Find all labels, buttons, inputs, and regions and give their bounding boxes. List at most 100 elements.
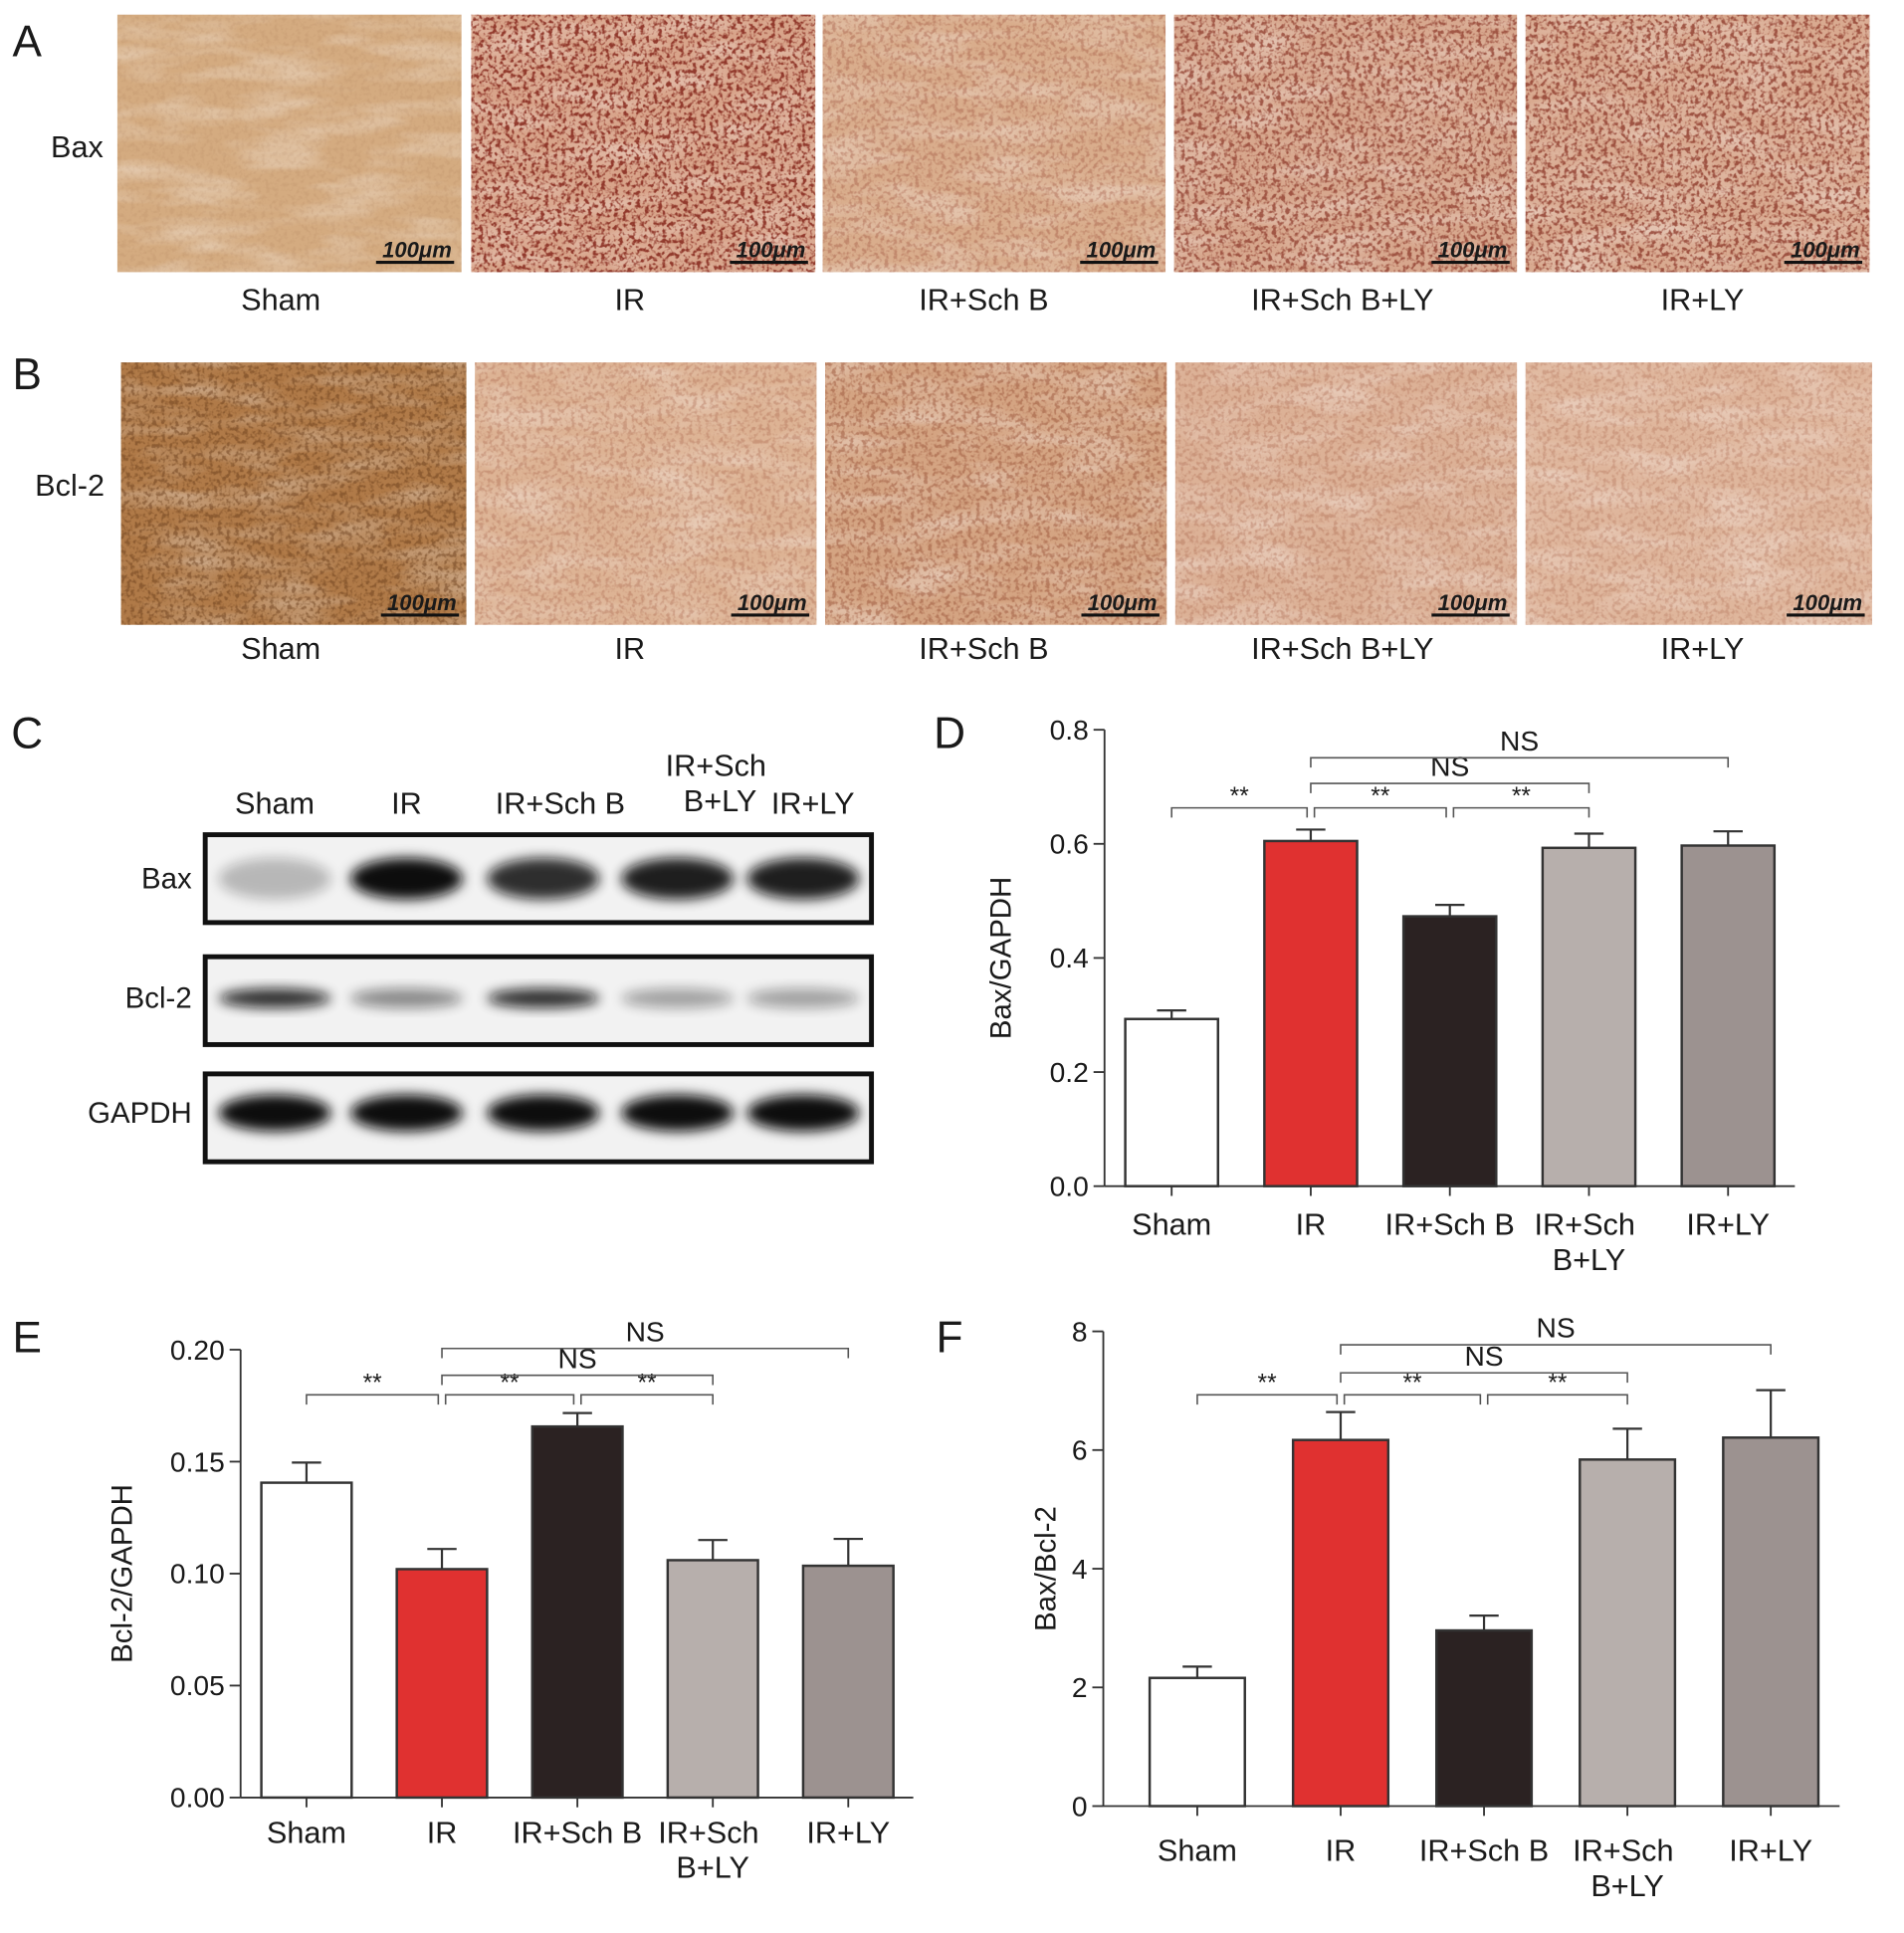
row-label: Bax <box>141 863 192 896</box>
blot-band <box>487 857 600 900</box>
x-tick-label: IR+LY <box>1686 1208 1770 1242</box>
significance-label: ** <box>1512 783 1532 810</box>
x-tick-label: IR+LY <box>1729 1834 1812 1868</box>
significance-bracket <box>441 1347 850 1359</box>
micrograph-cells <box>1525 362 1872 625</box>
group-label: IR+Sch B+LY <box>1251 283 1433 317</box>
y-axis-label: Bax/Bcl-2 <box>1030 1506 1063 1631</box>
row-label: Bcl-2 <box>35 469 105 503</box>
micrograph-cells <box>471 14 816 273</box>
significance-label: ** <box>1371 783 1390 810</box>
significance-label: ** <box>501 1371 521 1397</box>
significance-bracket <box>1340 1344 1772 1355</box>
scale-bar-label: 100μm <box>1087 238 1157 263</box>
y-tick-label: 0.05 <box>170 1669 225 1701</box>
y-tick-label: 0.8 <box>1050 714 1089 746</box>
scale-bar-label: 100μm <box>738 590 807 615</box>
bar <box>1435 1628 1534 1808</box>
significance-label: ** <box>1402 1371 1422 1397</box>
group-label: Sham <box>241 632 320 666</box>
significance-label: ** <box>1230 783 1250 810</box>
significance-bracket <box>441 1374 714 1386</box>
blot-band <box>218 857 331 900</box>
y-tick-label: 0.15 <box>170 1445 225 1477</box>
micrograph-cells <box>116 14 462 273</box>
micrograph-cells <box>822 14 1166 273</box>
blot-band <box>218 988 331 1008</box>
scale-bar-label: 100μm <box>737 238 806 263</box>
significance-label: ** <box>1258 1371 1278 1397</box>
group-label: IR <box>615 632 646 666</box>
scale-bar-label: 100μm <box>1438 238 1508 263</box>
lane-label: IR+LY <box>771 787 855 821</box>
y-tick-label: 6 <box>1072 1434 1088 1466</box>
x-tick-label: IR+Sch B+LY <box>658 1816 767 1884</box>
panel-label: E <box>12 1313 41 1362</box>
significance-label: NS <box>1536 1312 1575 1344</box>
bar <box>530 1424 624 1800</box>
significance-bracket <box>1486 1394 1628 1405</box>
significance-label: ** <box>637 1371 657 1397</box>
y-tick-label: 0.00 <box>170 1782 225 1814</box>
significance-label: NS <box>1500 725 1539 756</box>
panel-label: F <box>937 1313 963 1362</box>
y-tick-label: 0.2 <box>1050 1056 1089 1088</box>
micrograph-cells <box>824 362 1167 625</box>
scale-bar-label: 100μm <box>1088 590 1158 615</box>
group-label: IR+LY <box>1661 632 1745 666</box>
x-tick-label: IR+Sch B+LY <box>1573 1834 1682 1903</box>
scale-bar-label: 100μm <box>1438 590 1508 615</box>
scale-bar-label: 100μm <box>1793 590 1862 615</box>
row-label: Bcl-2 <box>125 982 192 1015</box>
significance-label: NS <box>626 1315 665 1347</box>
x-tick-label: IR <box>427 1816 458 1849</box>
group-label: IR+LY <box>1661 283 1745 317</box>
bar <box>1148 1676 1246 1808</box>
bar <box>1124 1017 1219 1187</box>
y-axis-label: Bcl-2/GAPDH <box>106 1484 139 1663</box>
panel-label: A <box>12 17 42 66</box>
y-tick-label: 8 <box>1072 1315 1088 1347</box>
bar <box>1541 846 1637 1187</box>
y-axis-label: Bax/GAPDH <box>984 877 1017 1039</box>
blot-band <box>621 1094 735 1132</box>
bar <box>801 1564 895 1800</box>
blot-band <box>621 988 735 1008</box>
panel-label: D <box>934 710 965 758</box>
scale-bar-label: 100μm <box>382 238 452 263</box>
blot-band <box>487 1094 600 1132</box>
blot-band <box>218 1094 331 1132</box>
group-label: IR+Sch B <box>919 283 1048 317</box>
y-tick-label: 0.6 <box>1050 828 1089 860</box>
bar <box>1401 915 1498 1187</box>
significance-label: NS <box>558 1342 597 1374</box>
significance-label: NS <box>1430 751 1469 782</box>
significance-label: ** <box>1548 1371 1568 1397</box>
blot-band <box>350 857 463 900</box>
x-tick-label: IR+Sch B <box>1385 1208 1515 1242</box>
significance-bracket <box>306 1394 440 1405</box>
micrograph-cells <box>475 362 817 625</box>
blot-band <box>746 1094 860 1132</box>
row-label: Bax <box>51 130 104 164</box>
group-label: IR <box>615 283 646 317</box>
significance-bracket <box>1310 782 1590 793</box>
lane-label: IR <box>391 787 422 821</box>
x-tick-label: IR+LY <box>806 1816 890 1849</box>
blot-band <box>746 857 860 900</box>
significance-label: ** <box>363 1371 383 1397</box>
bar <box>1291 1438 1390 1808</box>
blot-band <box>350 1094 463 1132</box>
bar <box>666 1559 759 1800</box>
y-tick-label: 2 <box>1072 1671 1088 1703</box>
panel-label: B <box>12 350 41 399</box>
significance-bracket <box>1170 806 1309 818</box>
significance-bracket <box>1340 1372 1628 1384</box>
blot-band <box>746 988 860 1008</box>
x-tick-label: Sham <box>1132 1208 1211 1242</box>
y-tick-label: 0.10 <box>170 1558 225 1590</box>
bar <box>1722 1436 1820 1808</box>
significance-bracket <box>1313 806 1447 818</box>
